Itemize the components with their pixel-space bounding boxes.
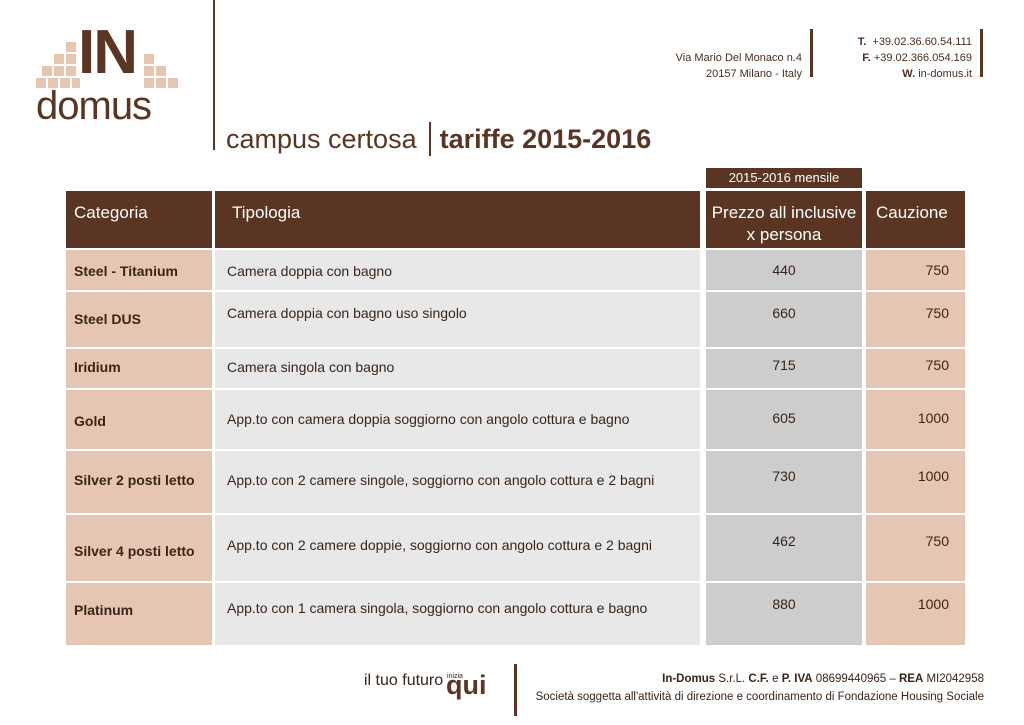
period-tag: 2015-2016 mensile: [706, 168, 862, 188]
header-tipologia: Tipologia: [215, 191, 700, 248]
cell-prezzo: 605: [706, 390, 862, 449]
cell-cauzione: 750: [866, 292, 965, 347]
logo-mosaic: [36, 42, 178, 88]
phone-label: T.: [857, 36, 867, 48]
contact-block: T. +39.02.36.60.54.111 F. +39.02.366.054…: [858, 34, 972, 82]
cell-tipologia: App.to con 2 camere singole, soggiorno c…: [215, 451, 700, 513]
dash: –: [889, 673, 896, 685]
footer-slogan: il tuo futuro: [364, 672, 444, 689]
address-divider: [810, 29, 813, 77]
rea-label: REA: [898, 673, 924, 685]
company-subline: Società soggetta all'attività di direzio…: [535, 691, 984, 703]
web-value: in-domus.it: [918, 68, 972, 80]
cell-prezzo: 730: [706, 451, 862, 513]
header-prezzo-line1: Prezzo all inclusive: [711, 203, 857, 222]
cell-categoria: Steel DUS: [66, 292, 212, 347]
cell-cauzione: 1000: [866, 390, 965, 449]
cell-prezzo: 462: [706, 515, 862, 581]
table-row: Silver 2 posti letto App.to con 2 camere…: [66, 451, 966, 513]
cell-tipologia: App.to con camera doppia soggiorno con a…: [215, 390, 700, 449]
cell-prezzo: 660: [706, 292, 862, 347]
page-title: campus certosa tariffe 2015-2016: [226, 122, 651, 156]
cell-prezzo: 440: [706, 250, 862, 290]
cell-categoria: Gold: [66, 390, 212, 449]
cell-cauzione: 750: [866, 250, 965, 290]
cell-cauzione: 750: [866, 349, 965, 388]
cell-categoria: Silver 4 posti letto: [66, 515, 212, 581]
cell-tipologia: Camera singola con bagno: [215, 349, 700, 388]
cell-cauzione: 750: [866, 515, 965, 581]
title-separator: [428, 122, 431, 156]
footer-inizia: inizia: [447, 673, 463, 680]
address-street: Via Mario Del Monaco n.4: [675, 52, 802, 64]
cf-label: C.F.: [748, 673, 769, 685]
footer-qui: qui: [446, 670, 487, 700]
cell-tipologia: Camera doppia con bagno: [215, 250, 700, 290]
address-block: Via Mario Del Monaco n.4 20157 Milano - …: [676, 50, 802, 82]
fax-label: F.: [862, 52, 871, 64]
header-cauzione: Cauzione: [866, 191, 965, 248]
table-row: Iridium Camera singola con bagno 715 750: [66, 349, 966, 388]
table-row: Steel - Titanium Camera doppia con bagno…: [66, 250, 966, 290]
title-campus: campus certosa: [226, 124, 417, 154]
header-divider: [213, 0, 215, 150]
web-label: W.: [902, 68, 916, 80]
phone-value: +39.02.36.60.54.111: [872, 36, 972, 48]
contact-divider: [980, 29, 983, 77]
footer-divider: [514, 664, 517, 716]
table-row: Silver 4 posti letto App.to con 2 camere…: [66, 515, 966, 581]
header-prezzo: Prezzo all inclusive x persona: [706, 191, 862, 248]
header-prezzo-line2: x persona: [746, 225, 822, 244]
logo-in-text: IN: [78, 18, 138, 87]
cell-prezzo: 715: [706, 349, 862, 388]
table-row: Gold App.to con camera doppia soggiorno …: [66, 390, 966, 449]
table-row: Steel DUS Camera doppia con bagno uso si…: [66, 292, 966, 347]
piva-label: P. IVA: [781, 673, 813, 685]
cell-cauzione: 1000: [866, 451, 965, 513]
cell-categoria: Steel - Titanium: [66, 250, 212, 290]
cell-tipologia: App.to con 2 camere doppie, soggiorno co…: [215, 515, 700, 581]
header-categoria: Categoria: [66, 191, 212, 248]
cell-cauzione: 1000: [866, 583, 965, 645]
cell-categoria: Silver 2 posti letto: [66, 451, 212, 513]
table-header-row: Categoria Tipologia Prezzo all inclusive…: [66, 191, 966, 248]
table-row: Platinum App.to con 1 camera singola, so…: [66, 583, 966, 645]
rea-value: MI2042958: [926, 673, 984, 685]
title-tariffe: tariffe 2015-2016: [439, 124, 652, 154]
company-name: In-Domus: [662, 673, 716, 685]
e-word: e: [772, 673, 779, 685]
logo-domus-text: domus: [36, 84, 152, 128]
fax-value: +39.02.366.054.169: [873, 52, 972, 64]
cell-tipologia: Camera doppia con bagno uso singolo: [215, 292, 700, 347]
footer-company-block: In-Domus S.r.L. C.F. e P. IVA 0869944096…: [536, 670, 984, 706]
cell-prezzo: 880: [706, 583, 862, 645]
company-type: S.r.L.: [718, 673, 746, 685]
cell-categoria: Iridium: [66, 349, 212, 388]
cell-tipologia: App.to con 1 camera singola, soggiorno c…: [215, 583, 700, 645]
piva-value: 08699440965: [815, 673, 887, 685]
address-city: 20157 Milano - Italy: [706, 68, 802, 80]
cell-categoria: Platinum: [66, 583, 212, 645]
